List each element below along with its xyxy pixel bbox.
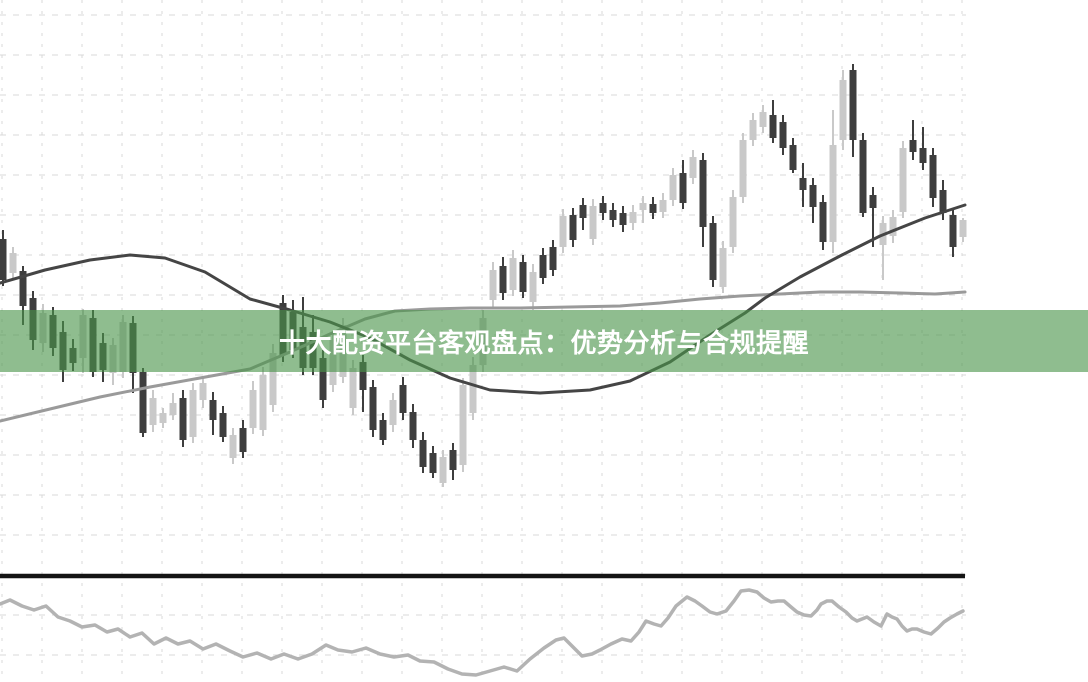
- candle-body: [889, 217, 897, 236]
- candle-body: [749, 120, 757, 140]
- candle-body: [459, 385, 467, 465]
- candle-body: [149, 398, 157, 425]
- candle-body: [529, 272, 537, 302]
- candle-body: [219, 413, 227, 437]
- candle-body: [759, 112, 767, 127]
- candle-body: [589, 206, 597, 239]
- candle-body: [789, 145, 797, 170]
- candle-body: [859, 140, 867, 213]
- candle-body: [549, 247, 557, 270]
- candle-body: [449, 450, 457, 470]
- candle-body: [869, 195, 877, 208]
- candle-body: [349, 368, 357, 408]
- candle-body: [199, 383, 207, 400]
- candle-body: [849, 70, 857, 140]
- candle-body: [319, 358, 327, 400]
- candle-body: [179, 398, 187, 440]
- candle-body: [959, 220, 967, 237]
- candle-body: [699, 160, 707, 227]
- candle-body: [689, 157, 697, 178]
- candle-body: [659, 200, 667, 212]
- moving-average-light: [0, 290, 967, 423]
- candle-body: [919, 148, 927, 163]
- candle-body: [809, 185, 817, 207]
- candle-body: [489, 270, 497, 300]
- candle-body: [709, 223, 717, 280]
- banner-title: 十大配资平台客观盘点：优势分析与合规提醒: [278, 327, 809, 358]
- candle-body: [639, 203, 647, 210]
- candle-body: [609, 210, 617, 220]
- candle-body: [679, 173, 687, 203]
- candle-body: [439, 457, 447, 483]
- candle-body: [359, 362, 367, 390]
- candle-body: [559, 216, 567, 247]
- candle-body: [259, 375, 267, 430]
- candle-body: [939, 190, 947, 213]
- candle-body: [899, 148, 907, 212]
- candle-body: [369, 387, 377, 430]
- candle-body: [949, 215, 957, 247]
- candle-body: [399, 385, 407, 413]
- moving-average-dark: [0, 203, 967, 395]
- candle-body: [139, 372, 147, 433]
- candle-body: [169, 403, 177, 415]
- candle-body: [239, 428, 247, 452]
- candle-body: [519, 262, 527, 292]
- candle-body: [799, 178, 807, 190]
- candle-body: [9, 253, 17, 273]
- candle-body: [579, 205, 587, 218]
- candle-body: [779, 122, 787, 148]
- candle-body: [469, 365, 477, 413]
- candle-body: [669, 175, 677, 200]
- candle-body: [819, 202, 827, 242]
- candle-body: [769, 115, 777, 138]
- candle-body: [929, 155, 937, 198]
- lower-indicator-line: [0, 588, 965, 677]
- candle-body: [429, 453, 437, 473]
- candle-body: [189, 390, 197, 437]
- candle-body: [159, 413, 167, 423]
- candle-body: [419, 440, 427, 467]
- candle-body: [0, 239, 7, 280]
- candle-body: [569, 215, 577, 240]
- candle-body: [509, 258, 517, 290]
- candle-body: [909, 140, 917, 152]
- candle-body: [409, 412, 417, 440]
- candle-body: [829, 145, 837, 242]
- candle-body: [209, 400, 217, 420]
- candle-body: [249, 390, 257, 428]
- candle-body: [389, 400, 397, 425]
- candle-body: [649, 204, 657, 213]
- candle-body: [719, 248, 727, 287]
- candle-body: [19, 271, 27, 306]
- candle-body: [739, 140, 747, 197]
- candle-body: [629, 212, 637, 223]
- candle-body: [619, 213, 627, 225]
- candle-body: [599, 203, 607, 213]
- candle-body: [499, 266, 507, 293]
- candle-body: [729, 197, 737, 247]
- candle-body: [539, 255, 547, 278]
- title-banner: 十大配资平台客观盘点：优势分析与合规提醒: [0, 310, 1088, 372]
- candle-body: [229, 435, 237, 458]
- candle-body: [379, 420, 387, 440]
- candle-body: [269, 353, 277, 405]
- candle-body: [839, 80, 847, 140]
